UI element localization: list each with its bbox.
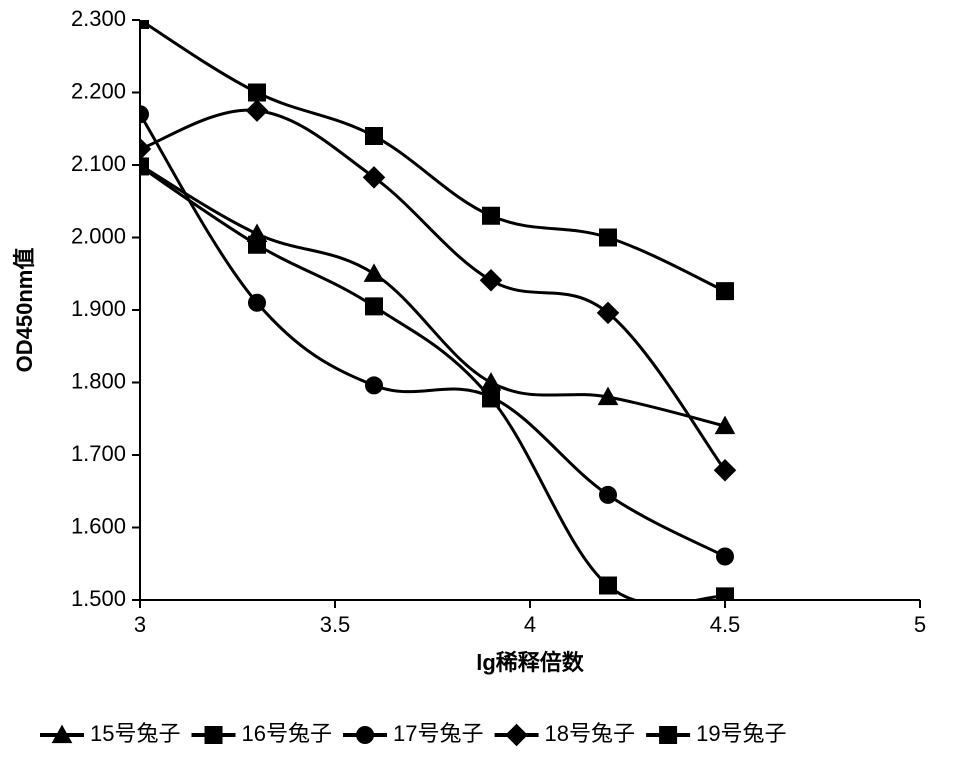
- y-tick-label: 1.800: [71, 368, 126, 393]
- x-tick-label: 4.5: [710, 612, 741, 637]
- y-tick-label: 2.000: [71, 223, 126, 248]
- legend-label: 18号兔子: [545, 721, 635, 746]
- chart-container: 1.500 1.600 1.700 1.800 1.900 2.000 2.100 2.200…: [0, 0, 953, 763]
- y-axis-label: OD450nm值: [12, 248, 37, 373]
- x-tick-label: 3: [134, 612, 146, 637]
- legend-label: 17号兔子: [393, 721, 483, 746]
- x-tick-label: 3.5: [320, 612, 351, 637]
- line-chart: 1.500 1.600 1.700 1.800 1.900 2.000 2.100 2.200…: [0, 0, 953, 763]
- y-tick-label: 1.700: [71, 441, 126, 466]
- y-tick-label: 2.200: [71, 78, 126, 103]
- y-tick-label: 1.900: [71, 296, 126, 321]
- legend-label: 15号兔子: [90, 721, 180, 746]
- legend-label: 19号兔子: [696, 721, 786, 746]
- y-tick-label: 1.600: [71, 513, 126, 538]
- y-tick-label: 1.500: [71, 586, 126, 611]
- x-tick-label: 4: [524, 612, 536, 637]
- legend-label: 16号兔子: [242, 721, 332, 746]
- x-tick-label: 5: [914, 612, 926, 637]
- x-axis-label: lg稀释倍数: [476, 650, 585, 675]
- y-tick-label: 2.300: [71, 6, 126, 31]
- y-tick-label: 2.100: [71, 151, 126, 176]
